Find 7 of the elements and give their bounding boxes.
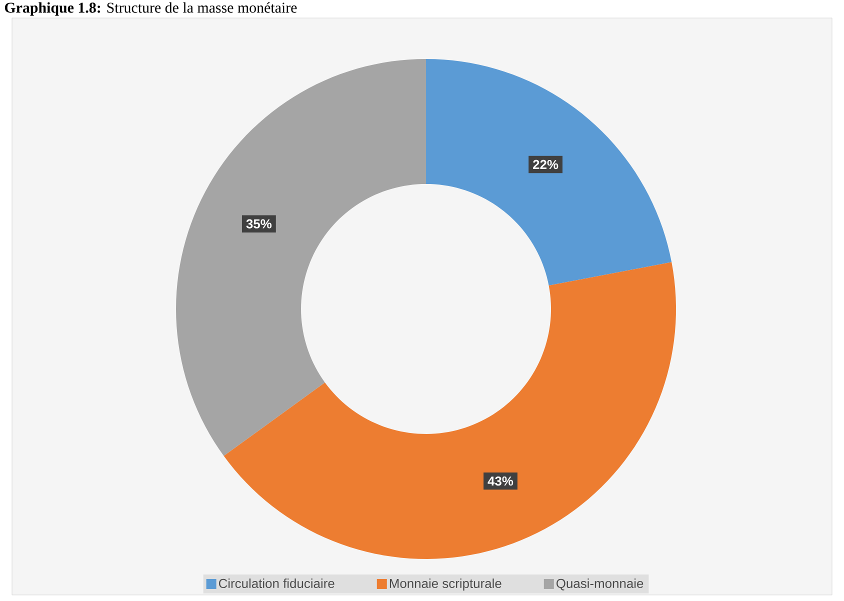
legend-label: Quasi-monnaie bbox=[556, 578, 644, 590]
chart-title: Graphique 1.8: Structure de la masse monétaire bbox=[4, 2, 297, 16]
legend-label: Monnaie scripturale bbox=[390, 578, 502, 591]
legend-label: Circulation fiduciaire bbox=[218, 578, 334, 588]
data-label: 22% bbox=[533, 160, 558, 170]
data-label: 35% bbox=[246, 219, 272, 228]
data-label: 43% bbox=[488, 476, 514, 486]
